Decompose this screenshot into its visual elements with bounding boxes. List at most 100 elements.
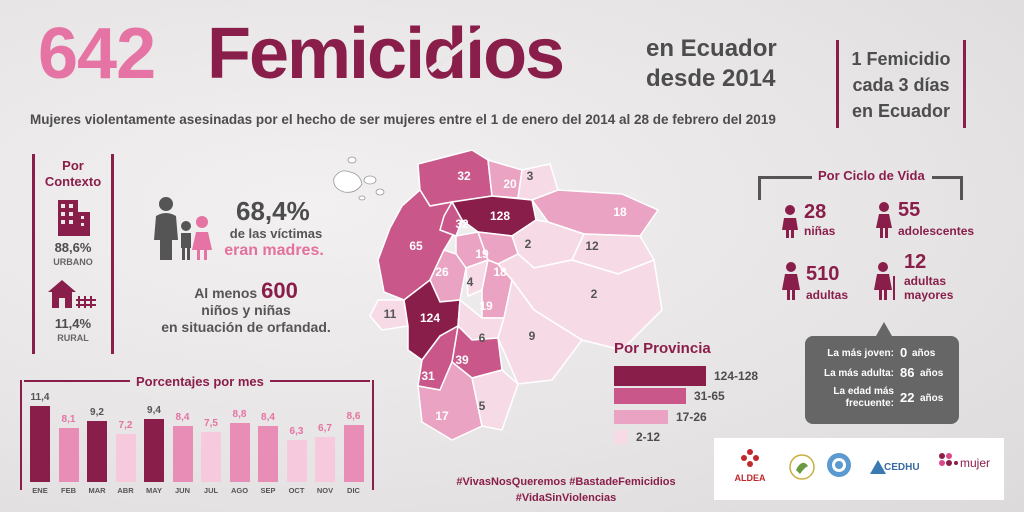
house-icon [46, 278, 98, 315]
orphans-number: 600 [261, 278, 298, 303]
oldest-value: 86 [900, 365, 915, 380]
chart-left-rule [20, 380, 22, 490]
bar-sep [258, 426, 278, 482]
month-label-jun: JUN [174, 486, 190, 495]
map-value-4: 128 [490, 209, 510, 223]
legend-swatch-4 [614, 430, 628, 444]
map-value-17: 2 [591, 287, 598, 301]
aldea-logo-text: ALDEA [734, 473, 766, 483]
youngest-unit: años [912, 348, 936, 359]
month-label-mar: MAR [88, 486, 106, 495]
oldest-label: La más adulta: [823, 368, 894, 379]
map-value-6: 65 [409, 239, 423, 253]
map-value-7: 32 [455, 217, 469, 231]
map-value-22: 17 [435, 409, 449, 423]
bar-dic [343, 424, 364, 482]
oldest-unit: años [920, 368, 944, 379]
frequent-label-2: frecuente: [845, 398, 894, 409]
bar-label-dic: 8,6 [346, 410, 361, 422]
youngest-value: 0 [900, 345, 908, 360]
month-label-dic: DIC [347, 486, 360, 495]
frequent-value: 22 [900, 390, 915, 405]
map-value-11: 18 [493, 265, 507, 279]
bar-label-feb: 8,1 [61, 414, 76, 425]
mothers-line-2: eran madres. [224, 242, 324, 259]
elder-label-1: adultas [904, 274, 947, 288]
context-title-line-1: Por [62, 158, 84, 173]
bar-feb [58, 428, 79, 482]
headline-word: Femicidios [207, 14, 565, 94]
lifecycle-bracket-top-left [758, 176, 812, 179]
bar-label-jun: 8,4 [175, 412, 190, 423]
month-label-may: MAY [146, 486, 162, 495]
subtitle: Mujeres violentamente asesinadas por el … [30, 112, 776, 127]
context-title-line-2: Contexto [44, 174, 102, 189]
lifecycle-title: Por Ciclo de Vida [818, 168, 925, 183]
lifecycle-bracket-top-right [932, 176, 962, 179]
bar-abr [115, 434, 136, 482]
map-value-3: 3 [527, 169, 534, 183]
rate-line-2: cada 3 días [852, 75, 950, 95]
legend-label-4: 2-12 [636, 430, 661, 444]
bar-label-ago: 8,8 [232, 409, 247, 421]
orphans-prefix: Al menos [194, 285, 258, 301]
girls-count: 28 [804, 201, 827, 223]
map-value-8: 19 [475, 247, 489, 261]
youngest-label: La más joven: [827, 348, 894, 359]
context-title: Por Contexto [32, 158, 114, 190]
map-value-14: 11 [384, 307, 397, 321]
bar-ene [30, 406, 50, 482]
lifecycle-bracket-right [960, 176, 963, 200]
teen-icon [876, 202, 892, 243]
elder-label-2: mayores [904, 288, 954, 302]
chart-title: Porcentajes por mes [130, 374, 270, 389]
month-label-jul: JUL [203, 486, 219, 495]
mothers-pct: 68,4% [236, 196, 310, 226]
adult-icon [782, 262, 800, 305]
month-label-oct: OCT [288, 486, 305, 495]
legend-label-1: 124-128 [714, 369, 759, 383]
map-value-9: 2 [525, 237, 532, 251]
age-box-pointer [876, 322, 892, 336]
map-value-5: 18 [613, 205, 627, 219]
context-panel [32, 154, 114, 354]
cedhu-logo: CEDHU [870, 458, 920, 479]
month-label-ago: AGO [230, 486, 249, 495]
ecuador-map: 32 20 3 128 18 65 32 19 2 12 18 26 4 11 124 19 2 9 6 39 31 17… [322, 149, 682, 485]
bar-mar [87, 420, 107, 482]
rural-label: RURAL [57, 333, 89, 343]
bar-label-abr: 7,2 [118, 420, 133, 431]
map-value-13: 4 [467, 275, 474, 289]
map-value-21: 31 [421, 369, 435, 383]
elder-icon [874, 262, 898, 305]
bar-label-mar: 9,2 [90, 406, 104, 418]
location-line-2: desde 2014 [646, 65, 776, 92]
legend-swatch-3 [614, 410, 668, 424]
bar-label-oct: 6,3 [289, 426, 304, 437]
map-value-16: 19 [479, 299, 493, 313]
location-text: en Ecuador desde 2014 [646, 34, 777, 94]
month-label-ene: ENE [32, 486, 48, 495]
lifecycle-bracket-left [758, 176, 761, 200]
rate-box: 1 Femicidio cada 3 días en Ecuador [836, 40, 966, 128]
hashtags: #VivasNosQueremos #BastadeFemicidios #Vi… [456, 474, 676, 506]
frequent-unit: años [920, 393, 944, 404]
legend-swatch-2 [614, 388, 686, 404]
bar-label-may: 9,4 [147, 405, 161, 417]
elder-count: 12 [904, 251, 927, 273]
age-box [805, 336, 959, 424]
femicide-count: 642 [38, 14, 156, 94]
legend-label-3: 17-26 [676, 410, 707, 424]
month-label-nov: NOV [316, 486, 334, 495]
urban-pct: 88,6% [54, 240, 92, 255]
girl-icon [782, 204, 798, 243]
hashtags-line-2: #VidaSinViolencias [515, 492, 617, 504]
orphans-block: Al menos 600 niños y niñas en situación … [156, 280, 336, 336]
month-label-abr: ABR [117, 486, 134, 495]
frequent-label-1: La edad más [833, 386, 894, 397]
month-label-sep: SEP [260, 486, 276, 495]
bar-label-ene: 11,4 [30, 392, 50, 403]
bar-jul [201, 432, 221, 482]
orphans-line-1: Al menos 600 [156, 280, 336, 302]
mothers-line-1: de las víctimas [229, 226, 323, 241]
